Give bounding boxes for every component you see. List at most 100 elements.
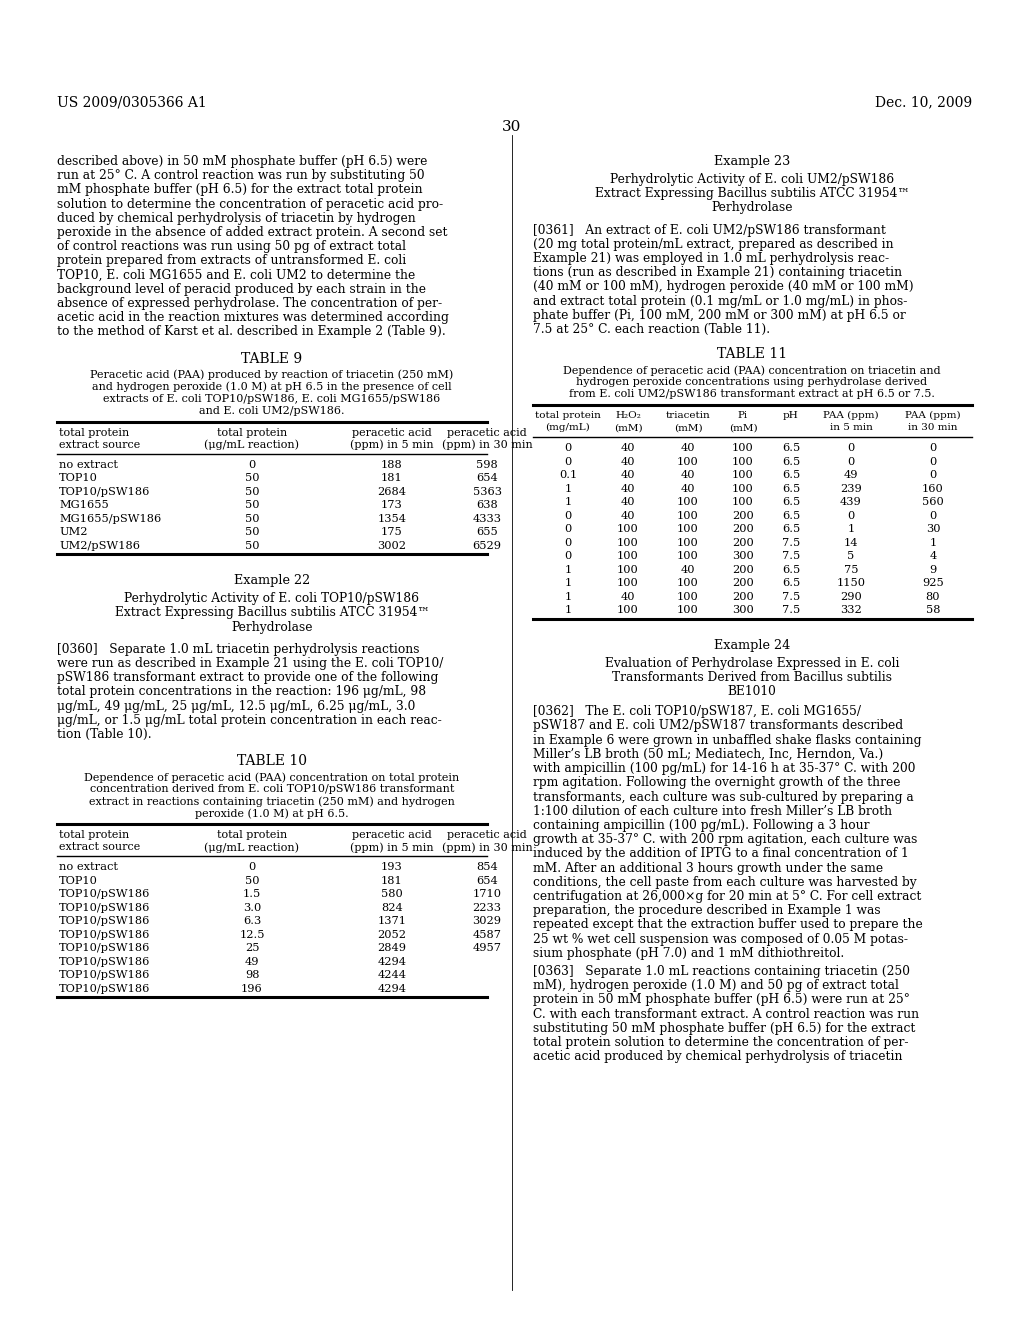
Text: 0: 0 [564,444,571,453]
Text: 40: 40 [621,498,635,507]
Text: (ppm) in 30 min: (ppm) in 30 min [441,842,532,853]
Text: Perhydrolytic Activity of E. coli UM2/pSW186: Perhydrolytic Activity of E. coli UM2/pS… [610,173,894,186]
Text: 0: 0 [564,524,571,535]
Text: induced by the addition of IPTG to a final concentration of 1: induced by the addition of IPTG to a fin… [534,847,908,861]
Text: extract source: extract source [59,842,140,853]
Text: were run as described in Example 21 using the E. coli TOP10/: were run as described in Example 21 usin… [57,657,443,671]
Text: 3.0: 3.0 [243,903,261,912]
Text: 181: 181 [381,875,402,886]
Text: peracetic acid: peracetic acid [447,830,527,840]
Text: extract in reactions containing triacetin (250 mM) and hydrogen: extract in reactions containing triaceti… [89,796,455,807]
Text: TOP10/pSW186: TOP10/pSW186 [59,942,151,953]
Text: 40: 40 [681,444,695,453]
Text: and extract total protein (0.1 mg/mL or 1.0 mg/mL) in phos-: and extract total protein (0.1 mg/mL or … [534,294,907,308]
Text: 40: 40 [621,511,635,520]
Text: growth at 35-37° C. with 200 rpm agitation, each culture was: growth at 35-37° C. with 200 rpm agitati… [534,833,918,846]
Text: 1: 1 [564,498,571,507]
Text: (mM): (mM) [674,424,702,432]
Text: 6.5: 6.5 [782,498,800,507]
Text: 181: 181 [381,473,402,483]
Text: substituting 50 mM phosphate buffer (pH 6.5) for the extract: substituting 50 mM phosphate buffer (pH … [534,1022,915,1035]
Text: conditions, the cell paste from each culture was harvested by: conditions, the cell paste from each cul… [534,875,916,888]
Text: 196: 196 [241,983,263,994]
Text: repeated except that the extraction buffer used to prepare the: repeated except that the extraction buff… [534,919,923,932]
Text: Example 24: Example 24 [714,639,791,652]
Text: UM2/pSW186: UM2/pSW186 [59,541,140,550]
Text: and E. coli UM2/pSW186.: and E. coli UM2/pSW186. [200,405,345,416]
Text: duced by chemical perhydrolysis of triacetin by hydrogen: duced by chemical perhydrolysis of triac… [57,211,416,224]
Text: tion (Table 10).: tion (Table 10). [57,727,152,741]
Text: phate buffer (Pi, 100 mM, 200 mM or 300 mM) at pH 6.5 or: phate buffer (Pi, 100 mM, 200 mM or 300 … [534,309,906,322]
Text: mM phosphate buffer (pH 6.5) for the extract total protein: mM phosphate buffer (pH 6.5) for the ext… [57,183,423,197]
Text: 2849: 2849 [378,942,407,953]
Text: 100: 100 [677,537,698,548]
Text: 854: 854 [476,862,498,873]
Text: solution to determine the concentration of peracetic acid pro-: solution to determine the concentration … [57,198,443,211]
Text: [0362]   The E. coli TOP10/pSW187, E. coli MG1655/: [0362] The E. coli TOP10/pSW187, E. coli… [534,705,861,718]
Text: Pi: Pi [738,412,749,420]
Text: peracetic acid: peracetic acid [352,428,432,438]
Text: 7.5 at 25° C. each reaction (Table 11).: 7.5 at 25° C. each reaction (Table 11). [534,323,770,337]
Text: 173: 173 [381,500,402,510]
Text: extract source: extract source [59,440,140,450]
Text: 200: 200 [732,565,754,574]
Text: 40: 40 [681,483,695,494]
Text: 0: 0 [848,457,855,467]
Text: PAA (ppm): PAA (ppm) [823,412,879,420]
Text: 100: 100 [617,578,639,589]
Text: triacetin: triacetin [666,412,711,420]
Text: 5: 5 [848,552,855,561]
Text: 58: 58 [926,605,940,615]
Text: PAA (ppm): PAA (ppm) [905,412,961,420]
Text: 6.5: 6.5 [782,524,800,535]
Text: 50: 50 [245,500,259,510]
Text: 50: 50 [245,541,259,550]
Text: 1: 1 [564,565,571,574]
Text: absence of expressed perhydrolase. The concentration of per-: absence of expressed perhydrolase. The c… [57,297,442,310]
Text: (μg/mL reaction): (μg/mL reaction) [205,842,299,853]
Text: 0: 0 [249,459,256,470]
Text: 4333: 4333 [472,513,502,524]
Text: 100: 100 [617,605,639,615]
Text: 6.5: 6.5 [782,578,800,589]
Text: 4294: 4294 [378,957,407,966]
Text: pSW186 transformant extract to provide one of the following: pSW186 transformant extract to provide o… [57,671,438,684]
Text: 6.3: 6.3 [243,916,261,927]
Text: 100: 100 [732,470,754,480]
Text: 4244: 4244 [378,970,407,981]
Text: 100: 100 [677,524,698,535]
Text: 0: 0 [930,511,937,520]
Text: 50: 50 [245,875,259,886]
Text: extracts of E. coli TOP10/pSW186, E. coli MG1655/pSW186: extracts of E. coli TOP10/pSW186, E. col… [103,393,440,404]
Text: total protein concentrations in the reaction: 196 μg/mL, 98: total protein concentrations in the reac… [57,685,426,698]
Text: (ppm) in 5 min: (ppm) in 5 min [350,440,434,450]
Text: 1: 1 [930,537,937,548]
Text: Example 23: Example 23 [714,154,791,168]
Text: 290: 290 [840,591,862,602]
Text: 332: 332 [840,605,862,615]
Text: 9: 9 [930,565,937,574]
Text: 14: 14 [844,537,858,548]
Text: 560: 560 [923,498,944,507]
Text: 300: 300 [732,552,754,561]
Text: 1: 1 [564,483,571,494]
Text: 1: 1 [848,524,855,535]
Text: 654: 654 [476,875,498,886]
Text: 638: 638 [476,500,498,510]
Text: 6.5: 6.5 [782,444,800,453]
Text: mM. After an additional 3 hours growth under the same: mM. After an additional 3 hours growth u… [534,862,883,875]
Text: 100: 100 [677,578,698,589]
Text: 1: 1 [564,578,571,589]
Text: (mM): (mM) [729,424,758,432]
Text: pH: pH [783,412,799,420]
Text: 40: 40 [621,483,635,494]
Text: 100: 100 [617,537,639,548]
Text: 1:100 dilution of each culture into fresh Miller’s LB broth: 1:100 dilution of each culture into fres… [534,805,892,817]
Text: [0360]   Separate 1.0 mL triacetin perhydrolysis reactions: [0360] Separate 1.0 mL triacetin perhydr… [57,643,420,656]
Text: acetic acid produced by chemical perhydrolysis of triacetin: acetic acid produced by chemical perhydr… [534,1051,902,1063]
Text: 50: 50 [245,487,259,496]
Text: 200: 200 [732,524,754,535]
Text: 300: 300 [732,605,754,615]
Text: 100: 100 [677,511,698,520]
Text: 0: 0 [564,552,571,561]
